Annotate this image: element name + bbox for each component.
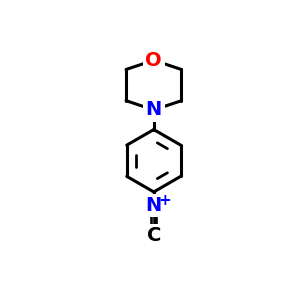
Text: N: N xyxy=(146,196,162,215)
Text: N: N xyxy=(146,100,162,119)
Text: +: + xyxy=(158,193,171,208)
Text: C: C xyxy=(147,226,161,245)
Text: O: O xyxy=(146,51,162,70)
